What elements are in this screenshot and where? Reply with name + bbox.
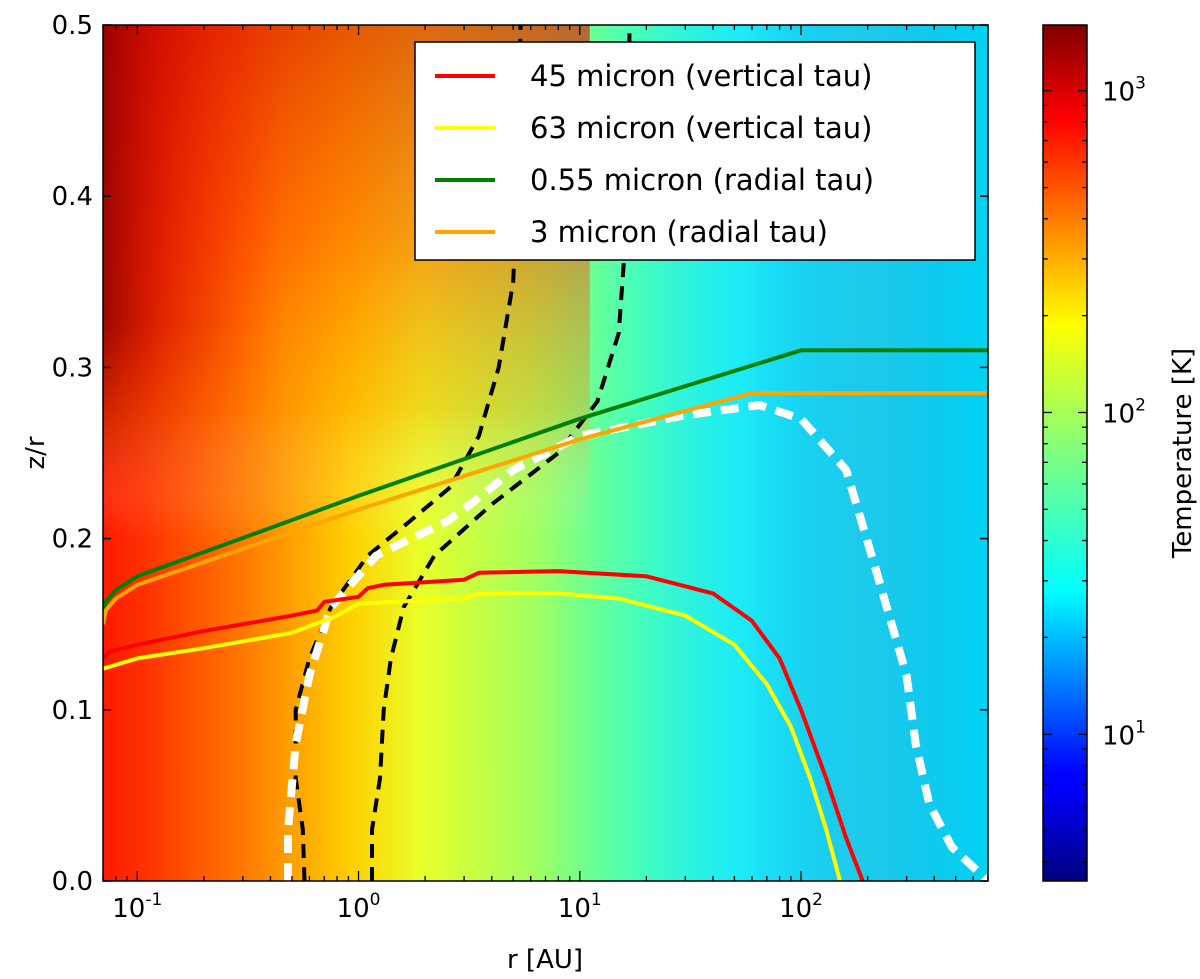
colorbar-gradient [1042, 24, 1088, 882]
y-tick-label: 0.2 [52, 525, 93, 555]
colorbar: 101 102 103 [1042, 24, 1146, 882]
series-line-3 [103, 391, 988, 625]
x-tick-label: 100 [337, 890, 381, 924]
legend-box [414, 41, 976, 261]
y-axis: 0.0 0.1 0.2 0.3 0.4 0.5 [52, 11, 988, 897]
series-line-2 [103, 348, 988, 616]
colorbar-label: Temperature [K] [1168, 348, 1198, 559]
series-line-1 [103, 591, 842, 881]
series-line-0 [103, 569, 865, 881]
y-tick-label: 0.3 [52, 353, 93, 383]
x-tick-label: 101 [558, 890, 602, 924]
x-axis-label: r [AU] [507, 945, 583, 975]
y-tick-label: 0.4 [52, 182, 93, 212]
legend-label: 0.55 micron (radial tau) [530, 163, 874, 197]
x-tick-label: 10-1 [112, 890, 162, 924]
y-axis-label: z/r [21, 436, 51, 469]
black-dashed-right-contour [370, 25, 632, 881]
x-tick-label: 102 [779, 890, 823, 924]
white-dashed-contour [284, 401, 988, 881]
colorbar-tick-label: 103 [1102, 74, 1146, 108]
legend-label: 45 micron (vertical tau) [530, 59, 873, 93]
colorbar-tick-label: 101 [1102, 717, 1146, 751]
y-tick-label: 0.5 [52, 11, 93, 41]
y-tick-label: 0.1 [52, 696, 93, 726]
y-tick-label: 0.0 [52, 867, 93, 897]
colorbar-tick-label: 102 [1102, 395, 1146, 429]
legend-label: 63 micron (vertical tau) [530, 111, 873, 145]
x-axis: 10-1 100 101 102 [102, 25, 989, 924]
legend-label: 3 micron (radial tau) [530, 215, 828, 249]
legend: 45 micron (vertical tau) 63 micron (verti… [414, 41, 976, 261]
